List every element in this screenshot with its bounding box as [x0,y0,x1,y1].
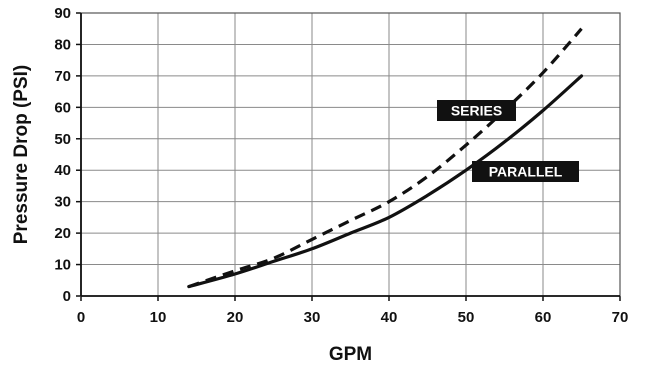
y-tick-label: 10 [54,257,71,274]
x-tick-label: 50 [458,309,475,326]
x-tick-label: 20 [227,309,244,326]
y-tick-label: 30 [54,194,71,211]
y-tick-label: 80 [54,36,71,53]
x-tick-label: 70 [612,309,629,326]
label-box-series [437,100,516,121]
y-tick-label: 50 [54,131,71,148]
series-labels: SERIES PARALLEL [437,100,579,182]
line-series [188,27,583,289]
label-box-parallel [472,161,579,182]
x-tick-label: 60 [535,309,552,326]
plot-frame [80,12,621,297]
axes [76,12,621,301]
y-axis-title: Pressure Drop (PSI) [11,65,32,245]
x-tick-label: 40 [381,309,398,326]
line-parallel [187,74,584,289]
x-tick-label: 10 [150,309,167,326]
y-tick-label: 20 [54,225,71,242]
y-tick-label: 0 [63,288,71,305]
x-tick-label: 0 [77,309,85,326]
x-tick-label: 30 [304,309,321,326]
y-tick-label: 40 [54,162,71,179]
tick-labels: 0 10 20 30 40 50 60 70 0 10 20 30 40 50 60 70 80 90 [54,5,628,326]
y-tick-label: 60 [54,99,71,116]
x-axis-title: GPM [329,344,372,365]
y-tick-label: 70 [54,68,71,85]
y-tick-label: 90 [54,5,71,22]
label-parallel: PARALLEL [489,164,563,180]
series-lines [187,27,584,289]
grid [80,12,621,297]
label-series: SERIES [451,103,502,119]
